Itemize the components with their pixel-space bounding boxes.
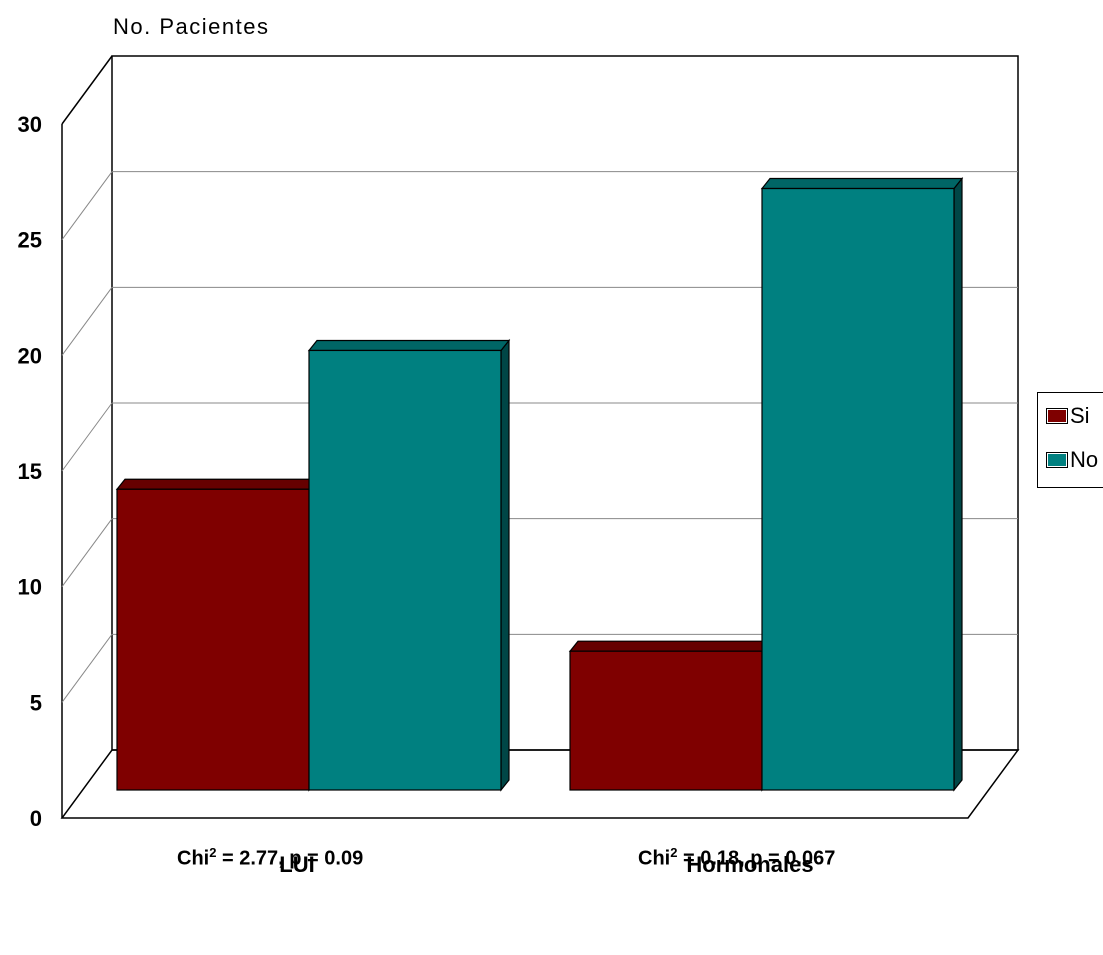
gridline-side [61, 402, 113, 472]
chi-square-stat-hormonales: Chi2 = 0.18, p = 0.067 [638, 845, 836, 870]
y-axis-label: No. Pacientes [113, 14, 270, 39]
bar-side [953, 176, 963, 792]
y-tick-label: 15 [18, 459, 42, 484]
x-tick-label: Hormonales [686, 852, 813, 877]
x-tick-label: LUI [279, 852, 314, 877]
y-tick-label: 30 [18, 112, 42, 137]
bar-side [500, 338, 510, 792]
legend: Si No [1037, 392, 1103, 488]
gridline-side [61, 518, 113, 587]
legend-swatch-no [1046, 452, 1068, 468]
legend-item-no: No [1046, 447, 1098, 473]
y-tick-label: 25 [18, 228, 42, 253]
bar-si-hormonales [569, 650, 763, 791]
legend-item-si: Si [1046, 403, 1090, 429]
bar-no-hormonales [761, 187, 955, 791]
y-tick-label: 5 [30, 690, 42, 715]
y-tick-label: 20 [18, 343, 42, 368]
bar-top [760, 177, 964, 190]
y-tick-label: 10 [18, 575, 42, 600]
gridline-side [61, 634, 113, 703]
chi-square-stat-lui: Chi2 = 2.77, p = 0.09 [177, 845, 364, 870]
gridline-side [61, 171, 113, 240]
left-wall-top-edge [61, 55, 113, 125]
bar-top [307, 339, 511, 352]
bar-top [568, 640, 772, 652]
floor [60, 749, 1020, 819]
legend-swatch-si [1046, 408, 1068, 424]
legend-label-si: Si [1070, 403, 1090, 428]
gridline-side [61, 287, 113, 356]
bar-si-lui [116, 488, 310, 791]
legend-label-no: No [1070, 447, 1099, 472]
bar-no-lui [308, 349, 502, 791]
y-tick-label: 0 [30, 806, 42, 831]
bar-top [115, 478, 319, 490]
